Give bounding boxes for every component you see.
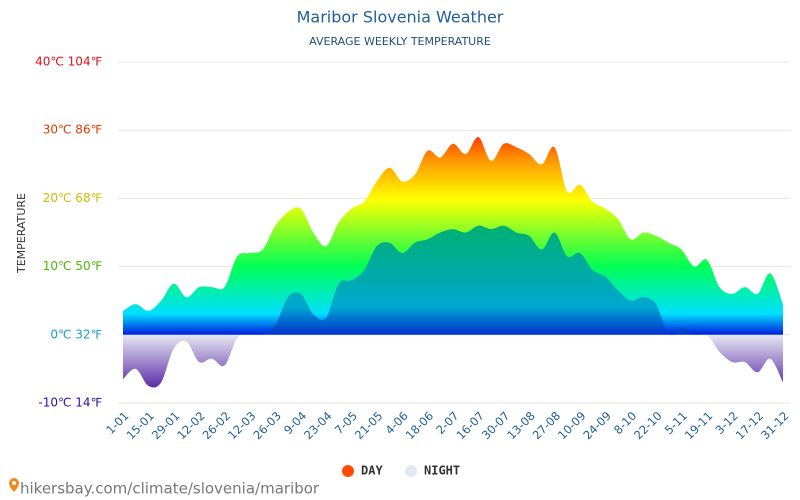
x-tick-label: 24-09	[580, 409, 614, 443]
x-tick-label: 17-12	[733, 409, 767, 443]
y-tick-label: 20℃ 68℉	[43, 191, 102, 205]
legend-swatch	[342, 465, 354, 477]
y-tick-label: -10℃ 14℉	[38, 396, 102, 410]
source-text: hikersbay.com/climate/slovenia/maribor	[20, 480, 320, 498]
legend-label: DAY	[361, 464, 383, 478]
x-tick-label: 26-03	[250, 409, 284, 443]
x-tick-label: 21-05	[352, 409, 386, 443]
x-tick-label: 27-08	[530, 409, 564, 443]
y-tick-label: 40℃ 104℉	[35, 55, 102, 69]
area-1	[123, 334, 783, 388]
pin-dot	[12, 481, 16, 485]
x-tick-label: 16-07	[453, 409, 487, 443]
x-tick-label: 30-07	[479, 409, 513, 443]
chart-subtitle: AVERAGE WEEKLY TEMPERATURE	[309, 35, 491, 48]
x-tick-label: 12-03	[225, 409, 259, 443]
x-tick-label: 29-01	[149, 409, 183, 443]
area-1	[244, 225, 707, 335]
x-tick-label: 13-08	[504, 409, 538, 443]
source: hikersbay.com/climate/slovenia/maribor	[8, 477, 320, 498]
chart-title: Maribor Slovenia Weather	[297, 8, 504, 27]
y-axis-label: TEMPERATURE	[15, 193, 28, 274]
y-tick-label: 10℃ 50℉	[43, 259, 102, 273]
x-tick-label: 19-11	[682, 409, 716, 443]
x-tick-label: 18-06	[403, 409, 437, 443]
x-tick-label: 12-02	[174, 409, 208, 443]
y-tick-label: 0℃ 32℉	[50, 327, 102, 341]
x-tick-label: 15-01	[123, 409, 157, 443]
y-tick-label: 30℃ 86℉	[43, 123, 102, 137]
legend-label: NIGHT	[424, 464, 460, 478]
x-tick-label: 26-02	[200, 409, 234, 443]
legend-swatch	[405, 465, 417, 477]
x-tick-label: 23-04	[301, 409, 335, 443]
x-tick-label: 10-09	[555, 409, 589, 443]
x-tick-label: 22-10	[631, 409, 665, 443]
x-tick-label: 31-12	[758, 409, 792, 443]
